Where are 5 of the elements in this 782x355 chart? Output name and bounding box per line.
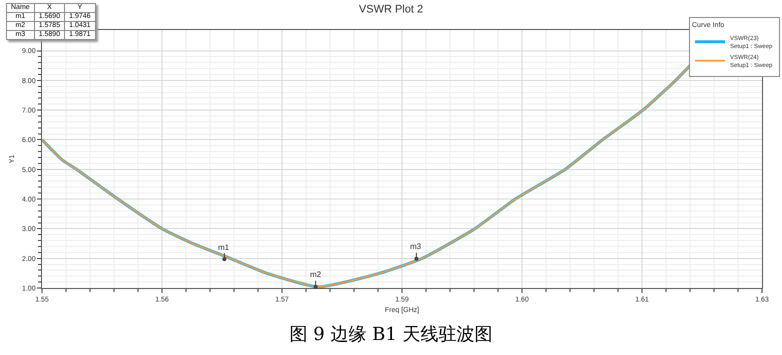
chart-title: VSWR Plot 2: [358, 3, 424, 16]
annotation: m2: [310, 270, 322, 279]
annotation: m3: [410, 242, 422, 251]
annotation: m1: [218, 243, 230, 252]
caption: 图 9 边缘 B1 天线驻波图: [288, 323, 494, 346]
